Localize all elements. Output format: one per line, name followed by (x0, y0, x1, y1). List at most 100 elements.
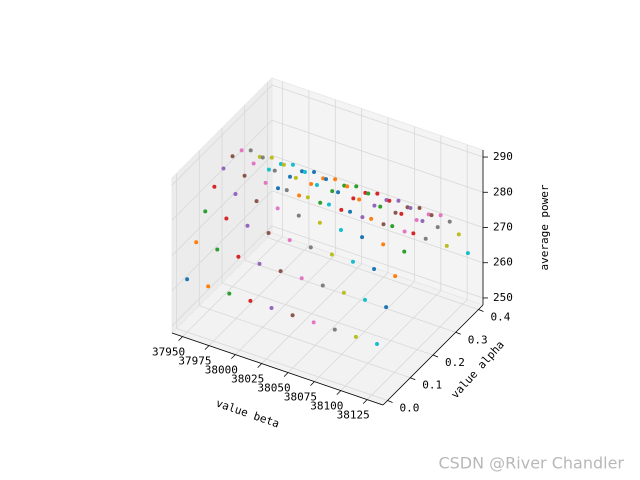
point (435, 225, 440, 230)
point (420, 219, 425, 224)
point (278, 269, 283, 274)
point (429, 213, 434, 218)
point (221, 166, 226, 171)
x-tick-label: 37975 (178, 355, 211, 368)
point (311, 320, 316, 325)
point (293, 175, 298, 180)
grid-line (171, 225, 273, 327)
point (360, 215, 365, 220)
point (302, 169, 307, 174)
point (288, 174, 293, 179)
point (372, 266, 377, 271)
point (387, 198, 392, 203)
point (233, 191, 238, 196)
x-tick-label: 38000 (205, 364, 238, 377)
point (372, 203, 377, 208)
point (266, 230, 271, 235)
tick-mark (178, 336, 183, 341)
y-tick-label: 0.3 (468, 333, 488, 346)
grid-line (271, 84, 484, 158)
x-tick-label: 38125 (337, 409, 370, 422)
grid-line (271, 190, 484, 264)
z-tick-label: 290 (493, 150, 513, 163)
point (230, 154, 235, 159)
point (438, 213, 443, 218)
point (263, 180, 268, 185)
grid-line (267, 237, 479, 310)
tick-mark (257, 363, 262, 368)
point (414, 217, 419, 222)
z-tick-label: 250 (493, 291, 513, 304)
point (308, 245, 313, 250)
point (260, 155, 265, 160)
grid-line (176, 328, 388, 401)
y-tick-label: 0.1 (422, 379, 442, 392)
point (276, 186, 281, 191)
point (324, 177, 329, 182)
point (297, 193, 302, 198)
point (369, 216, 374, 221)
z-axis-label: average power (538, 184, 551, 270)
y-axis (382, 304, 484, 406)
point (423, 236, 428, 241)
z-tick-label: 270 (493, 221, 513, 234)
point (185, 277, 190, 282)
point (266, 167, 271, 172)
tick-mark (362, 399, 368, 404)
point (341, 290, 346, 295)
point (360, 235, 365, 240)
point (353, 334, 358, 339)
point (408, 205, 413, 210)
point (411, 231, 416, 236)
point (396, 198, 401, 203)
point (248, 298, 253, 303)
point (275, 206, 280, 211)
point (254, 199, 259, 204)
point (290, 313, 295, 318)
point (251, 161, 256, 166)
tick-mark (432, 354, 439, 358)
point (269, 306, 274, 311)
point (212, 184, 217, 189)
z-tick-label: 280 (493, 185, 513, 198)
tick-mark (387, 400, 393, 403)
point (239, 148, 244, 153)
y-tick-label: 0.2 (445, 356, 465, 369)
x-tick-label: 38100 (310, 400, 343, 413)
point (351, 196, 356, 201)
point (194, 240, 199, 245)
point (393, 210, 398, 215)
point (338, 227, 343, 232)
tick-mark (310, 381, 315, 386)
point (393, 274, 398, 279)
tick-mark (231, 354, 236, 359)
point (236, 254, 241, 259)
point (417, 206, 422, 211)
point (362, 297, 367, 302)
grid-line (171, 84, 273, 186)
point (390, 224, 395, 229)
grid-line (271, 155, 484, 228)
point (348, 209, 353, 214)
point (203, 209, 208, 214)
point (290, 162, 295, 167)
x-tick-label: 38075 (284, 391, 317, 404)
point (456, 232, 461, 237)
grid-line (199, 305, 411, 379)
point (339, 207, 344, 212)
point (399, 211, 404, 216)
tick-mark (478, 309, 484, 312)
point (272, 168, 277, 173)
y-axis-label: value alpha (448, 338, 506, 401)
point (281, 162, 286, 167)
grid-line (171, 190, 273, 292)
point (269, 155, 274, 160)
tick-mark (204, 345, 210, 350)
z-tick-label: 260 (493, 256, 513, 269)
point (224, 216, 229, 221)
point (314, 183, 319, 188)
point (206, 284, 211, 289)
point (284, 188, 289, 193)
tick-mark (455, 331, 461, 335)
point (305, 195, 310, 200)
